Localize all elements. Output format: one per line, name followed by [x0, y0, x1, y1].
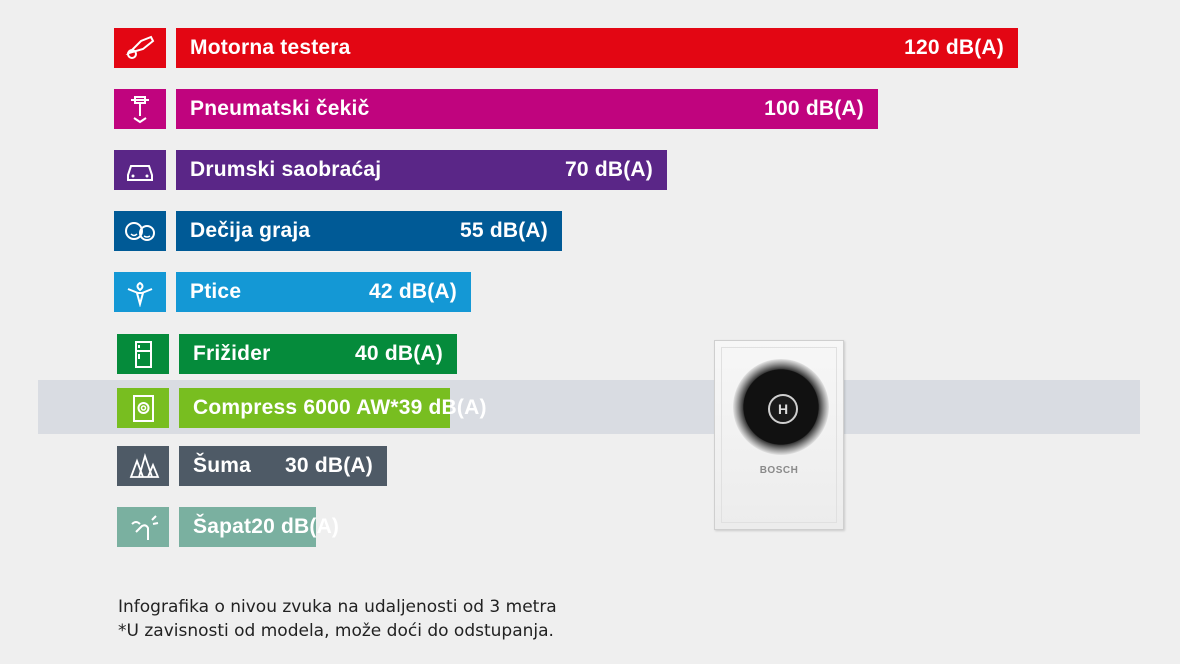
bar-value-label: 39 dB(A) [398, 396, 487, 419]
chart-bar: Ptice 42 dB(A) [176, 272, 471, 312]
chart-bar: Compress 6000 AW* 39 dB(A) [179, 388, 486, 428]
unit-brand: BOSCH [759, 465, 799, 476]
bar-value-label: 120 dB(A) [904, 36, 1004, 59]
whisper-icon [117, 507, 169, 547]
heat-pump-panel [721, 347, 837, 523]
bar-label: Šuma [193, 454, 251, 477]
fridge-icon [117, 334, 169, 374]
bar-value-label: 70 dB(A) [565, 158, 653, 181]
bar-label: Drumski saobraćaj [190, 158, 382, 181]
heat-pump-image: H BOSCH [714, 340, 844, 530]
chainsaw-icon [114, 28, 166, 68]
chart-bar: Šuma 30 dB(A) [179, 446, 387, 486]
chart-bar: Drumski saobraćaj 70 dB(A) [176, 150, 667, 190]
bar-label: Frižider [193, 342, 271, 365]
bar-label: Motorna testera [190, 36, 351, 59]
bird-icon [114, 272, 166, 312]
chart-bar: Frižider 40 dB(A) [179, 334, 457, 374]
bar-value-label: 42 dB(A) [369, 280, 457, 303]
bar-value-label: 100 dB(A) [764, 97, 864, 120]
footnote-line-2: *U zavisnosti od modela, može doći do od… [118, 621, 554, 641]
chart-bar: Šapat 20 dB(A) [179, 507, 339, 547]
footnote-line-1: Infografika o nivou zvuka na udaljenosti… [118, 597, 557, 617]
chart-bar: Pneumatski čekič 100 dB(A) [176, 89, 878, 129]
bosch-logo-icon: H [768, 394, 798, 424]
heat-pump-icon [117, 388, 169, 428]
bar-label: Dečija graja [190, 219, 311, 242]
children-icon [114, 211, 166, 251]
bar-label: Compress 6000 AW* [193, 396, 399, 419]
bar-value-label: 55 dB(A) [460, 219, 548, 242]
bar-value-label: 40 dB(A) [355, 342, 443, 365]
jackhammer-icon [114, 89, 166, 129]
bar-label: Ptice [190, 280, 242, 303]
bar-value-label: 30 dB(A) [285, 454, 373, 477]
bar-label: Šapat [193, 515, 252, 538]
fan-icon: H [733, 359, 829, 455]
forest-icon [117, 446, 169, 486]
bar-label: Pneumatski čekič [190, 97, 370, 120]
car-icon [114, 150, 166, 190]
chart-bar: Dečija graja 55 dB(A) [176, 211, 562, 251]
bar-value-label: 20 dB(A) [251, 515, 340, 538]
chart-bar: Motorna testera 120 dB(A) [176, 28, 1018, 68]
footnote: Infografika o nivou zvuka na udaljenosti… [118, 595, 557, 643]
